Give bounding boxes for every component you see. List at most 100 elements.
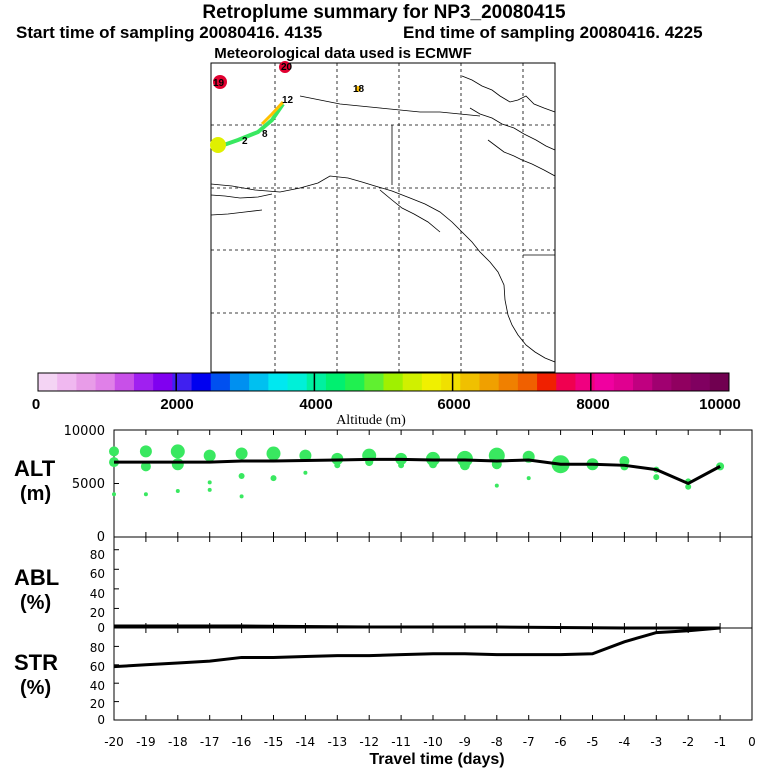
x-tick-label: -6: [555, 735, 567, 749]
colorbar-cell: [575, 373, 596, 391]
colorbar-cell: [38, 373, 58, 391]
colorbar-cell: [517, 373, 538, 391]
colorbar-tick-6000: 6000: [437, 396, 470, 413]
colorbar-cell: [76, 373, 97, 391]
x-axis-title: Travel time (days): [369, 751, 504, 768]
alt-plume-dot: [207, 487, 212, 492]
x-tick-label: -17: [200, 735, 220, 749]
str-ylabel-units: (%): [20, 677, 51, 699]
colorbar-cell: [556, 373, 576, 391]
start-time-label: Start time of sampling 20080416. 4135: [16, 23, 323, 42]
alt-plume-dot: [526, 476, 531, 481]
alt-ytick-10000: 10000: [64, 424, 105, 439]
x-tick-label: -15: [264, 735, 284, 749]
colorbar-cell: [306, 373, 327, 391]
colorbar-cell: [172, 373, 193, 391]
traj-label-2: 2: [242, 136, 248, 147]
colorbar-tick-8000: 8000: [576, 396, 609, 413]
colorbar-cell: [613, 373, 634, 391]
abl-ylabel: ABL: [14, 565, 59, 590]
abl-ytick-80: 80: [90, 548, 105, 562]
colorbar-title: Altitude (m): [336, 413, 406, 428]
colorbar-cell: [441, 373, 461, 391]
alt-plume-dot: [653, 474, 660, 481]
x-tick-label: -8: [491, 735, 503, 749]
alt-ylabel: ALT: [14, 456, 56, 481]
alt-plume-dot: [235, 447, 248, 460]
colorbar-cell: [210, 373, 231, 391]
colorbar-cell: [709, 373, 730, 391]
x-tick-label: -16: [232, 735, 252, 749]
alt-plume-dot: [303, 470, 308, 475]
abl-ylabel-units: (%): [20, 592, 51, 614]
x-tick-label: -14: [296, 735, 316, 749]
end-time-label: End time of sampling 20080416. 4225: [403, 23, 703, 42]
x-tick-label: -1: [714, 735, 726, 749]
str-ytick-20: 20: [90, 697, 105, 711]
traj-label-18: 18: [353, 84, 365, 95]
colorbar-frame: [37, 372, 730, 392]
x-tick-label: -12: [359, 735, 379, 749]
x-tick-label: -7: [523, 735, 535, 749]
abl-ytick-0: 0: [97, 621, 105, 635]
trajectory-marker-19: [213, 75, 227, 89]
x-tick-label: -2: [682, 735, 694, 749]
colorbar-cell: [268, 373, 289, 391]
abl-str-chart: ABL (%) STR (%) 80 60 40 20 0 80 60 40 2…: [14, 536, 756, 768]
colorbar-cell: [402, 373, 423, 391]
trajectory-start-marker: [210, 137, 226, 153]
str-ytick-80: 80: [90, 641, 105, 655]
str-ytick-40: 40: [90, 679, 105, 693]
alt-chart: ALT (m) 10000 5000 0: [14, 424, 753, 545]
colorbar-cell: [383, 373, 404, 391]
colorbar-cell: [153, 373, 173, 391]
alt-plume-dot: [459, 460, 470, 471]
alt-plume-dot: [170, 444, 185, 459]
trajectory-marker-20: [279, 61, 291, 73]
alt-plume-dot: [207, 480, 212, 485]
str-ytick-0: 0: [97, 713, 105, 727]
x-tick-label: -13: [327, 735, 347, 749]
abl-ytick-20: 20: [90, 606, 105, 620]
alt-plume-dot: [334, 462, 341, 469]
alt-plume-dot: [139, 445, 152, 458]
colorbar-cell: [594, 373, 615, 391]
colorbar-cell: [249, 373, 269, 391]
alt-plume-dot: [239, 494, 244, 499]
x-tick-label: -20: [104, 735, 124, 749]
colorbar-cell: [287, 373, 308, 391]
colorbar-cell: [479, 373, 500, 391]
alt-plume-dot: [109, 446, 119, 457]
colorbar-cell: [325, 373, 346, 391]
str-ytick-60: 60: [90, 660, 105, 674]
colorbar-cell: [690, 373, 711, 391]
x-tick-label: -19: [136, 735, 156, 749]
x-tick-label: -11: [391, 735, 411, 749]
str-series-line: [113, 626, 721, 669]
x-tick-label: -18: [168, 735, 188, 749]
alt-plume-dot: [685, 483, 692, 490]
colorbar-cell: [57, 373, 77, 391]
colorbar-cell: [633, 373, 653, 391]
trajectory: 20 19 18 12 8 2: [210, 61, 365, 153]
colorbar-cell: [671, 373, 692, 391]
x-tick-label: -10: [423, 735, 443, 749]
str-ylabel: STR: [14, 650, 58, 675]
colorbar-cell: [421, 373, 442, 391]
colorbar-cell: [537, 373, 557, 391]
colorbar-cell: [364, 373, 384, 391]
abl-series-line: [114, 624, 721, 630]
colorbar-tick-0: 0: [32, 396, 40, 413]
traj-label-12: 12: [282, 95, 294, 106]
x-tick-label: -4: [618, 735, 630, 749]
colorbar-cell: [652, 373, 672, 391]
traj-label-8: 8: [262, 129, 268, 140]
x-tick-label: -5: [587, 735, 599, 749]
trajectory-marker-18: [355, 86, 361, 92]
map-frame: [210, 62, 556, 373]
alt-ytick-5000: 5000: [72, 477, 105, 492]
abl-ytick-40: 40: [90, 587, 105, 601]
colorbar-tick-2000: 2000: [160, 396, 193, 413]
alt-plume-dot: [266, 446, 281, 461]
